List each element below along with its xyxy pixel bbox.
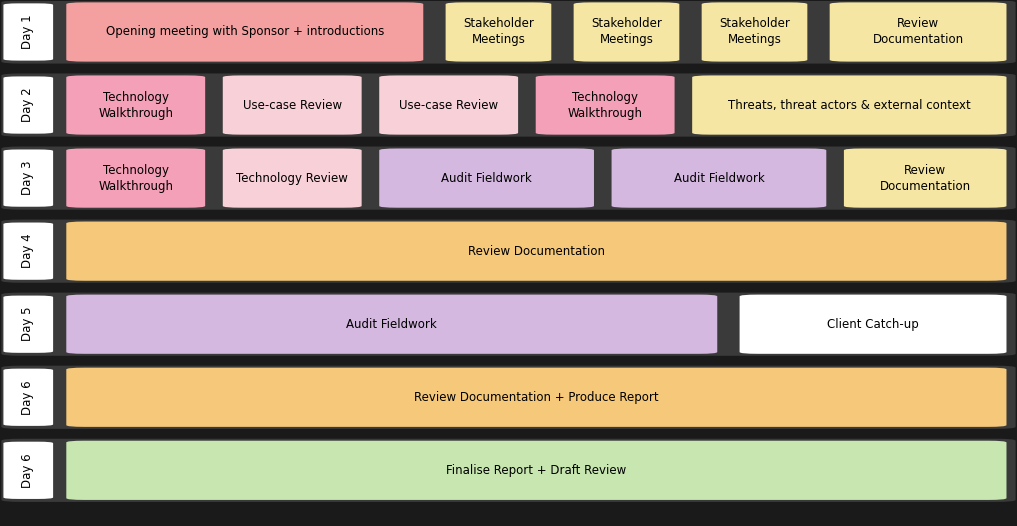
FancyBboxPatch shape xyxy=(66,3,423,62)
FancyBboxPatch shape xyxy=(223,148,362,208)
FancyBboxPatch shape xyxy=(3,442,53,499)
FancyBboxPatch shape xyxy=(739,295,1007,354)
FancyBboxPatch shape xyxy=(66,441,1007,500)
FancyBboxPatch shape xyxy=(1,292,1016,356)
Text: Use-case Review: Use-case Review xyxy=(243,98,342,112)
FancyBboxPatch shape xyxy=(3,222,53,280)
FancyBboxPatch shape xyxy=(66,368,1007,427)
Text: Day 1: Day 1 xyxy=(20,15,34,49)
Text: Technology
Walkthrough: Technology Walkthrough xyxy=(99,164,173,193)
FancyBboxPatch shape xyxy=(445,3,551,62)
FancyBboxPatch shape xyxy=(1,439,1016,502)
FancyBboxPatch shape xyxy=(66,75,205,135)
FancyBboxPatch shape xyxy=(223,75,362,135)
FancyBboxPatch shape xyxy=(379,148,594,208)
Text: Client Catch-up: Client Catch-up xyxy=(827,318,919,331)
Text: Day 4: Day 4 xyxy=(20,234,34,268)
FancyBboxPatch shape xyxy=(1,366,1016,429)
FancyBboxPatch shape xyxy=(574,3,679,62)
Text: Stakeholder
Meetings: Stakeholder Meetings xyxy=(463,17,534,46)
Text: Threats, threat actors & external context: Threats, threat actors & external contex… xyxy=(728,98,970,112)
Text: Stakeholder
Meetings: Stakeholder Meetings xyxy=(719,17,790,46)
Text: Stakeholder
Meetings: Stakeholder Meetings xyxy=(591,17,662,46)
FancyBboxPatch shape xyxy=(66,221,1007,281)
FancyBboxPatch shape xyxy=(611,148,826,208)
FancyBboxPatch shape xyxy=(1,147,1016,210)
FancyBboxPatch shape xyxy=(1,219,1016,283)
FancyBboxPatch shape xyxy=(1,1,1016,64)
FancyBboxPatch shape xyxy=(830,3,1007,62)
FancyBboxPatch shape xyxy=(3,3,53,60)
Text: Audit Fieldwork: Audit Fieldwork xyxy=(441,171,532,185)
FancyBboxPatch shape xyxy=(3,369,53,426)
FancyBboxPatch shape xyxy=(379,75,518,135)
Text: Audit Fieldwork: Audit Fieldwork xyxy=(347,318,437,331)
FancyBboxPatch shape xyxy=(702,3,807,62)
Text: Technology Review: Technology Review xyxy=(236,171,348,185)
Text: Technology
Walkthrough: Technology Walkthrough xyxy=(567,90,643,119)
Text: Finalise Report + Draft Review: Finalise Report + Draft Review xyxy=(446,464,626,477)
FancyBboxPatch shape xyxy=(3,149,53,207)
Text: Review Documentation + Produce Report: Review Documentation + Produce Report xyxy=(414,391,659,404)
Text: Use-case Review: Use-case Review xyxy=(399,98,498,112)
FancyBboxPatch shape xyxy=(66,148,205,208)
Text: Day 2: Day 2 xyxy=(20,88,34,123)
Text: Audit Fieldwork: Audit Fieldwork xyxy=(673,171,765,185)
Text: Review Documentation: Review Documentation xyxy=(468,245,605,258)
FancyBboxPatch shape xyxy=(693,75,1007,135)
FancyBboxPatch shape xyxy=(3,296,53,353)
FancyBboxPatch shape xyxy=(1,74,1016,137)
Text: Opening meeting with Sponsor + introductions: Opening meeting with Sponsor + introduct… xyxy=(106,25,384,38)
Text: Day 6: Day 6 xyxy=(20,453,34,488)
FancyBboxPatch shape xyxy=(536,75,674,135)
Text: Review
Documentation: Review Documentation xyxy=(880,164,971,193)
FancyBboxPatch shape xyxy=(844,148,1007,208)
Text: Review
Documentation: Review Documentation xyxy=(873,17,964,46)
Text: Technology
Walkthrough: Technology Walkthrough xyxy=(99,90,173,119)
Text: Day 3: Day 3 xyxy=(20,161,34,195)
Text: Day 6: Day 6 xyxy=(20,380,34,414)
Text: Day 5: Day 5 xyxy=(20,307,34,341)
FancyBboxPatch shape xyxy=(3,76,53,134)
FancyBboxPatch shape xyxy=(66,295,717,354)
